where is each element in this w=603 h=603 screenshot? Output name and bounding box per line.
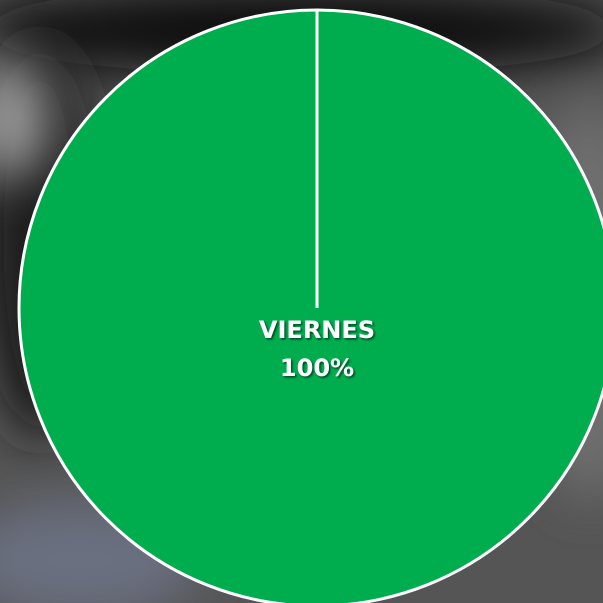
pie: VIERNES 100% <box>17 8 603 603</box>
pie-slice <box>17 8 603 603</box>
slice-label: VIERNES <box>259 316 375 344</box>
slice-value-label: 100% <box>280 354 354 382</box>
